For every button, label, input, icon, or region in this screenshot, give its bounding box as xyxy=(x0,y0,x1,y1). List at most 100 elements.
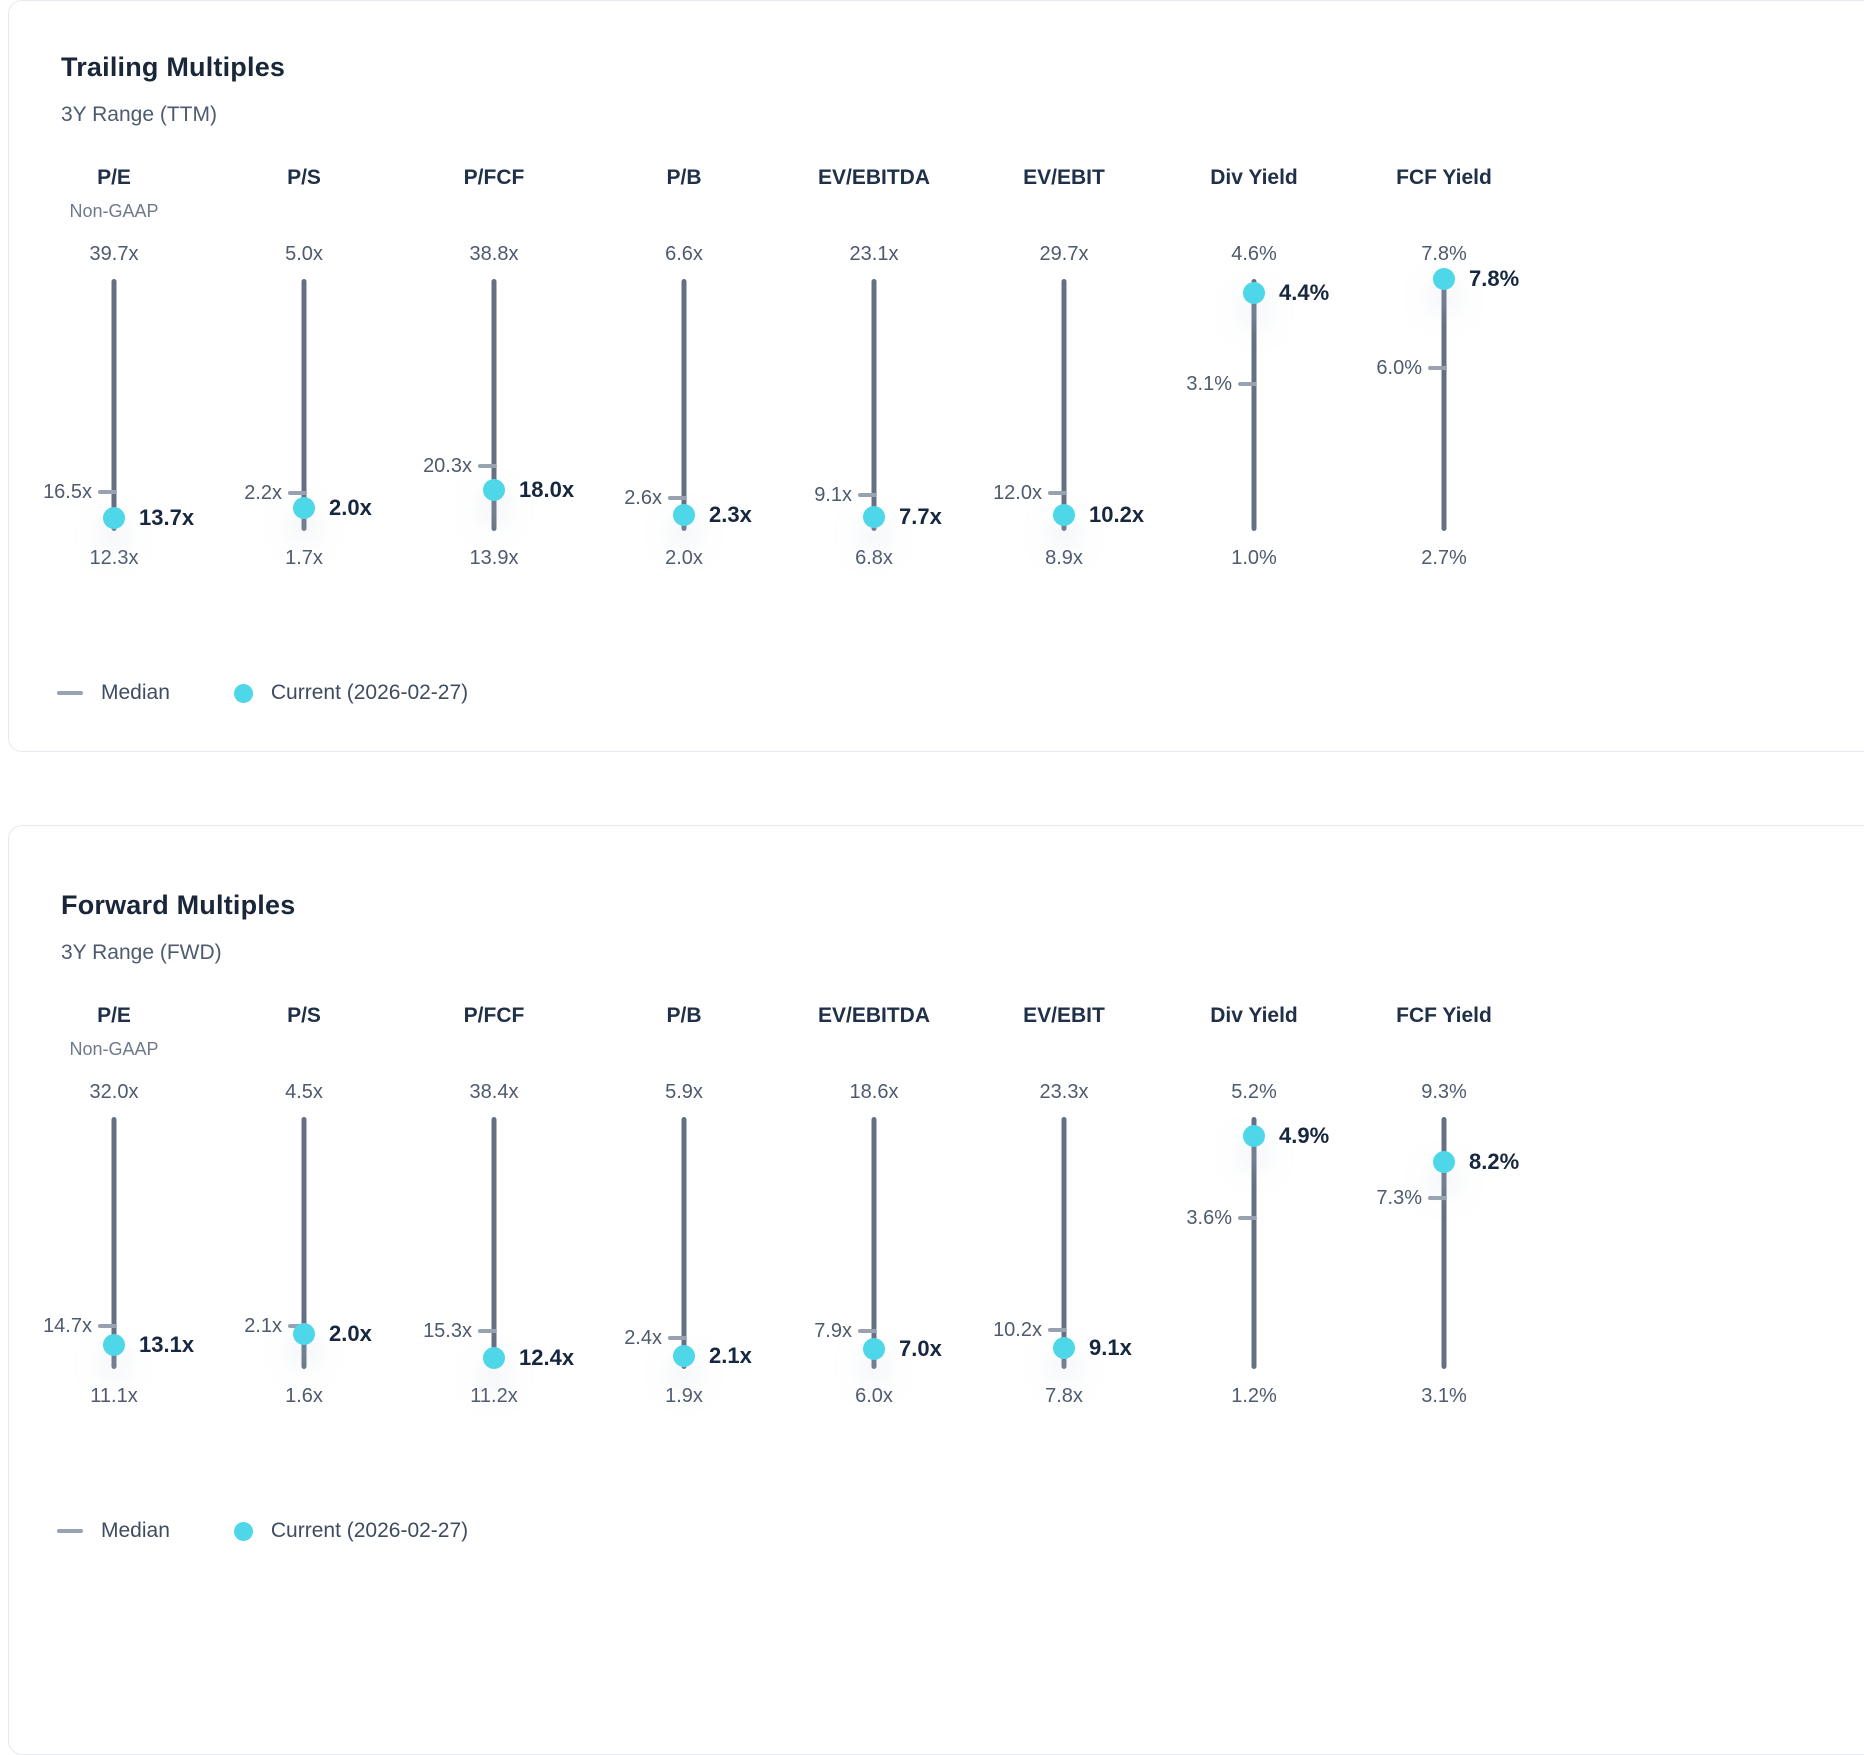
range-track: 3.1% 4.4% xyxy=(1159,279,1349,531)
current-value-label: 18.0x xyxy=(519,477,575,502)
metric-sublabel xyxy=(589,199,779,223)
metric-sublabel xyxy=(399,1037,589,1061)
legend-current-label: Current (2026-02-27) xyxy=(270,1519,469,1542)
range-track: 2.6x 2.3x xyxy=(589,279,779,531)
range-line xyxy=(301,1117,307,1369)
range-line xyxy=(491,279,497,531)
median-value-label: 6.0% xyxy=(1376,357,1422,379)
metric-label: FCF Yield xyxy=(1396,166,1492,189)
current-value-label: 2.0x xyxy=(329,1321,372,1346)
panel-subtitle: 3Y Range (TTM) xyxy=(61,103,217,126)
median-value-label: 2.4x xyxy=(624,1327,662,1349)
range-low-label: 2.7% xyxy=(1421,547,1467,569)
current-dot[interactable] xyxy=(1433,1151,1455,1173)
metric-label: FCF Yield xyxy=(1396,1004,1492,1027)
metric-label: P/S xyxy=(287,166,321,189)
median-tick-icon xyxy=(1238,382,1257,386)
range-low-label: 8.9x xyxy=(1045,547,1083,569)
current-dot[interactable] xyxy=(293,497,315,519)
metric-sublabel xyxy=(1349,1037,1539,1061)
metric-sublabel xyxy=(779,199,969,223)
current-dot[interactable] xyxy=(1053,1337,1075,1359)
legend: Median Current (2026-02-27) xyxy=(57,676,1864,710)
range-high-label: 9.3% xyxy=(1421,1081,1467,1103)
range-line xyxy=(1441,1117,1447,1369)
median-tick-icon xyxy=(98,490,117,494)
range-line xyxy=(871,279,877,531)
current-dot[interactable] xyxy=(483,1347,505,1369)
metric-column: FCF Yield 7.8% 6.0% 7.8% 2.7% xyxy=(1349,164,1539,571)
metric-column: P/E Non-GAAP 32.0x 14.7x 13.1x 11.1x xyxy=(19,1002,209,1409)
current-dot[interactable] xyxy=(1053,504,1075,526)
range-low-label: 7.8x xyxy=(1045,1385,1083,1407)
range-low-label: 11.2x xyxy=(470,1385,518,1407)
metric-sublabel xyxy=(399,199,589,223)
current-dot[interactable] xyxy=(863,506,885,528)
range-low-label: 11.1x xyxy=(90,1385,138,1407)
current-dot[interactable] xyxy=(483,479,505,501)
current-value-label: 8.2% xyxy=(1469,1149,1520,1174)
metric-column: P/E Non-GAAP 39.7x 16.5x 13.7x 12.3x xyxy=(19,164,209,571)
current-dot[interactable] xyxy=(293,1323,315,1345)
metric-column: P/S 4.5x 2.1x 2.0x 1.6x xyxy=(209,1002,399,1409)
metric-column: FCF Yield 9.3% 7.3% 8.2% 3.1% xyxy=(1349,1002,1539,1409)
median-tick-icon xyxy=(858,493,877,497)
current-dot[interactable] xyxy=(103,507,125,529)
current-dot[interactable] xyxy=(673,504,695,526)
median-tick-icon xyxy=(1048,1328,1067,1332)
range-line xyxy=(681,279,687,531)
current-value-label: 7.7x xyxy=(899,504,942,529)
range-line xyxy=(871,1117,877,1369)
median-tick-icon xyxy=(98,1324,117,1328)
range-line xyxy=(1441,279,1447,531)
metric-column: P/FCF 38.8x 20.3x 18.0x 13.9x xyxy=(399,164,589,571)
range-high-label: 32.0x xyxy=(89,1081,139,1103)
range-track: 7.9x 7.0x xyxy=(779,1117,969,1369)
current-dot[interactable] xyxy=(103,1334,125,1356)
metric-label: EV/EBITDA xyxy=(817,1004,930,1027)
metric-label: P/S xyxy=(287,1004,321,1027)
current-value-label: 2.1x xyxy=(709,1343,752,1368)
median-tick-icon xyxy=(1238,1216,1257,1220)
metric-column: P/FCF 38.4x 15.3x 12.4x 11.2x xyxy=(399,1002,589,1409)
median-tick-icon xyxy=(1048,491,1067,495)
median-value-label: 14.7x xyxy=(43,1315,92,1337)
range-line xyxy=(301,279,307,531)
range-low-label: 12.3x xyxy=(89,547,139,569)
range-track: 2.1x 2.0x xyxy=(209,1117,399,1369)
metric-label: Div Yield xyxy=(1210,166,1298,189)
current-value-label: 12.4x xyxy=(519,1345,575,1370)
metric-column: EV/EBITDA 18.6x 7.9x 7.0x 6.0x xyxy=(779,1002,969,1409)
current-dot[interactable] xyxy=(1243,1125,1265,1147)
current-dot[interactable] xyxy=(863,1338,885,1360)
metric-sublabel xyxy=(779,1037,969,1061)
range-track: 20.3x 18.0x xyxy=(399,279,589,531)
median-value-label: 20.3x xyxy=(423,455,472,477)
metrics-row: P/E Non-GAAP 32.0x 14.7x 13.1x 11.1x P/S 4.5x 2.… xyxy=(19,1002,1864,1409)
legend-median-label: Median xyxy=(101,681,170,704)
current-dot[interactable] xyxy=(673,1345,695,1367)
range-track: 2.2x 2.0x xyxy=(209,279,399,531)
median-value-label: 16.5x xyxy=(43,481,92,503)
current-value-label: 9.1x xyxy=(1089,1335,1132,1360)
current-value-label: 13.1x xyxy=(139,1332,195,1357)
range-high-label: 4.5x xyxy=(285,1081,323,1103)
panel-subtitle: 3Y Range (FWD) xyxy=(61,941,222,964)
metric-sublabel xyxy=(969,1037,1159,1061)
median-value-label: 12.0x xyxy=(993,482,1042,504)
metric-sublabel xyxy=(209,1037,399,1061)
range-high-label: 23.3x xyxy=(1039,1081,1089,1103)
metric-column: Div Yield 4.6% 3.1% 4.4% 1.0% xyxy=(1159,164,1349,571)
range-track: 10.2x 9.1x xyxy=(969,1117,1159,1369)
metric-label: P/FCF xyxy=(463,166,525,189)
metric-column: P/S 5.0x 2.2x 2.0x 1.7x xyxy=(209,164,399,571)
current-dot[interactable] xyxy=(1243,282,1265,304)
current-dot[interactable] xyxy=(1433,268,1455,290)
range-low-label: 2.0x xyxy=(665,547,703,569)
median-value-label: 9.1x xyxy=(814,484,852,506)
panel-title: Trailing Multiples xyxy=(61,52,286,82)
median-value-label: 2.1x xyxy=(244,1315,282,1337)
range-line xyxy=(1061,1117,1067,1369)
range-high-label: 23.1x xyxy=(849,243,899,265)
median-tick-icon xyxy=(478,1329,497,1333)
